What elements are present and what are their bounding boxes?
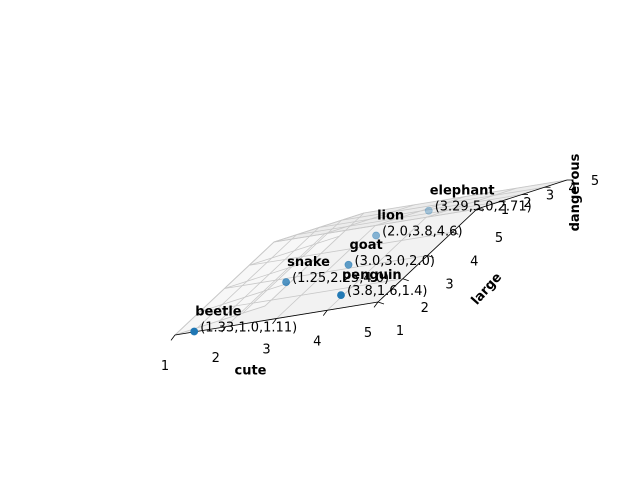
x-tick-label: 1 xyxy=(161,359,169,374)
point-marker-penguin xyxy=(337,291,345,299)
z-tick-label: 4 xyxy=(568,181,576,196)
y-tick-mark xyxy=(427,255,434,258)
grid-line-x-back xyxy=(426,187,517,218)
grid-line-z-left xyxy=(242,219,342,314)
point-marker-snake xyxy=(282,278,290,286)
point-coords-lion: (2.0,3.8,4.6) xyxy=(382,225,462,240)
y-tick-mark xyxy=(452,231,459,235)
z-tick-label: 2 xyxy=(523,196,531,211)
grid-line-y-left xyxy=(273,212,365,243)
y-axis-label: large xyxy=(469,270,506,308)
y-tick-mark xyxy=(402,278,409,282)
grid-line-z-left xyxy=(219,227,320,321)
point-marker-lion xyxy=(372,231,380,240)
axis-lines xyxy=(170,179,573,341)
point-coords-goat: (3.0,3.0,2.0) xyxy=(355,254,435,269)
grid-line-z-back xyxy=(341,186,545,221)
point-coords-penguin: (3.8,1.6,1.4) xyxy=(347,284,427,299)
point-name-penguin: penguin xyxy=(342,268,402,283)
x-tick-label: 3 xyxy=(262,343,270,358)
x-tick-mark xyxy=(373,301,379,308)
point-coords-elephant: (3.29,5.0,2.71) xyxy=(435,200,532,215)
z-tick-label: 3 xyxy=(546,189,554,204)
x-tick-mark xyxy=(272,318,277,325)
point-coords-snake: (1.25,2.25,4.0) xyxy=(292,271,389,286)
x-tick-label: 5 xyxy=(364,326,372,341)
grid-line-y-floor xyxy=(249,231,453,266)
grid-line-y-floor xyxy=(224,255,428,289)
grid-line-z-back xyxy=(318,194,523,228)
z-tick-label: 1 xyxy=(501,203,509,218)
x-tick-label: 4 xyxy=(313,334,321,349)
x-tick-mark xyxy=(170,334,176,341)
point-marker-elephant xyxy=(424,206,433,215)
point-marker-goat xyxy=(344,260,353,269)
x-tick-mark xyxy=(221,326,227,333)
x-tick-label: 2 xyxy=(212,351,220,366)
x-tick-mark xyxy=(322,310,328,316)
point-name-goat: goat xyxy=(350,238,383,253)
grid-line-z-left xyxy=(264,212,365,307)
y-tick-mark xyxy=(377,301,385,305)
point-marker-beetle xyxy=(190,327,199,336)
grid-line-z-back xyxy=(363,179,568,214)
z-axis-label: dangerous xyxy=(568,153,583,231)
point-name-snake: snake xyxy=(287,255,330,270)
z-tick-label: 5 xyxy=(591,174,599,189)
point-name-lion: lion xyxy=(377,209,404,224)
grid-line-y-floor xyxy=(273,208,478,243)
point-name-beetle: beetle xyxy=(195,305,242,320)
point-coords-beetle: (1.33,1.0,1.11) xyxy=(200,321,297,336)
data-points: lion(2.0,3.8,4.6) snake(1.25,2.25,4.0) ele… xyxy=(190,184,532,336)
point-name-elephant: elephant xyxy=(430,184,495,199)
y-tick-label: 4 xyxy=(470,254,478,269)
y-tick-label: 5 xyxy=(495,231,503,246)
y-tick-label: 2 xyxy=(421,301,429,316)
y-tick-label: 3 xyxy=(445,278,453,293)
y-tick-label: 1 xyxy=(396,324,404,339)
x-axis-label: cute xyxy=(235,364,267,379)
grid-line-y-left xyxy=(249,235,340,266)
